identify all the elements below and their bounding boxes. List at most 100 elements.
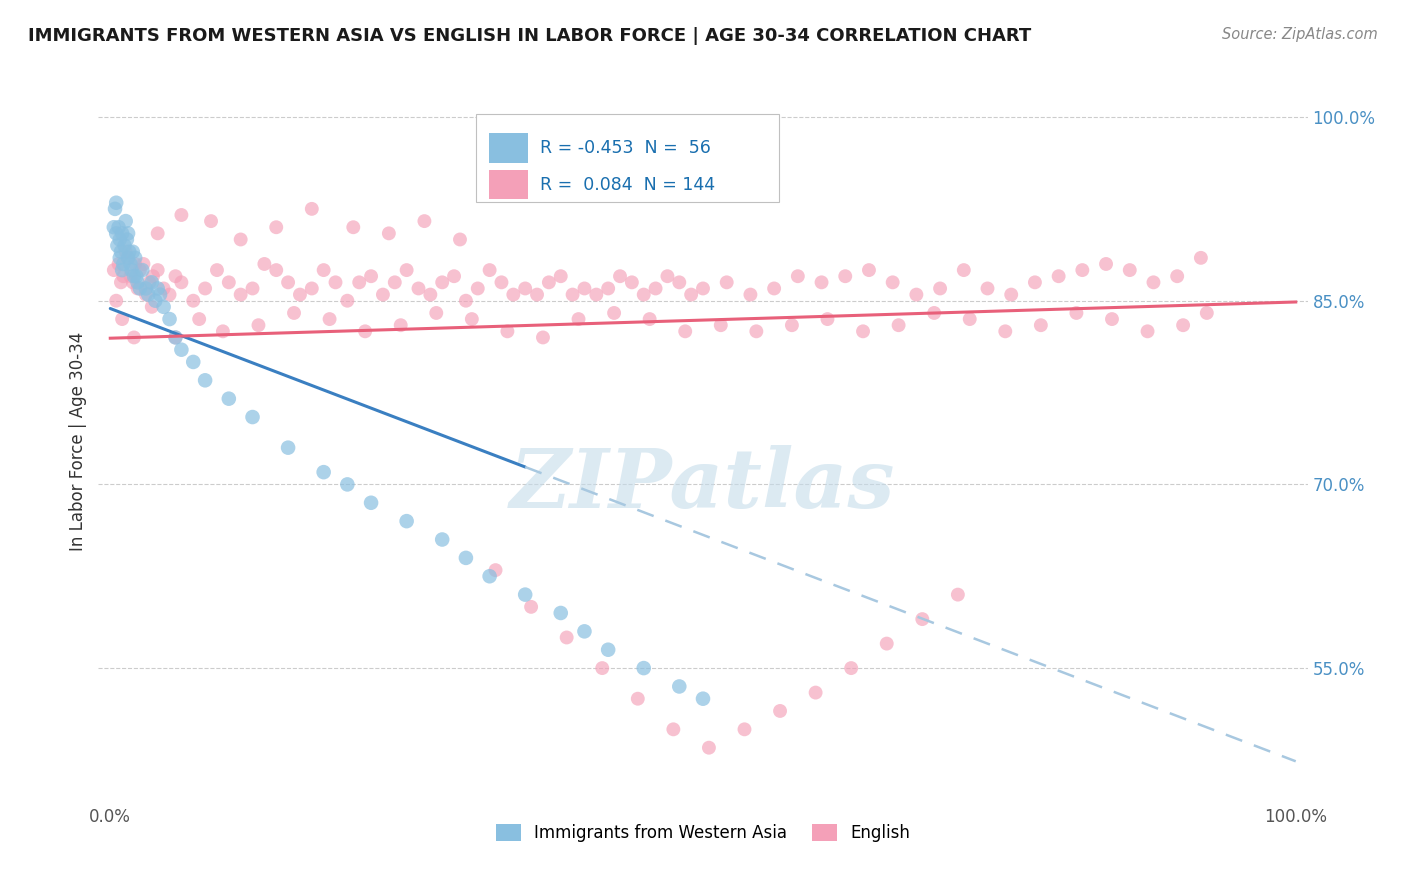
Point [347, 276, 370, 290]
Point [117, 251, 139, 265]
Point [165, 330, 187, 344]
Point [112, 257, 135, 271]
Point [277, 276, 299, 290]
Point [181, 293, 204, 308]
Point [1066, 306, 1088, 320]
Point [467, 281, 489, 295]
Point [454, 293, 477, 308]
Point [882, 276, 904, 290]
Point [117, 251, 139, 265]
Point [620, 276, 643, 290]
Point [627, 691, 650, 706]
Point [1136, 324, 1159, 338]
Point [668, 680, 690, 694]
Point [152, 281, 174, 295]
Point [976, 281, 998, 295]
Point [561, 287, 583, 301]
Point [745, 324, 768, 338]
Point [127, 281, 149, 295]
Point [644, 281, 666, 295]
Point [121, 276, 143, 290]
Point [929, 281, 952, 295]
Legend: Immigrants from Western Asia, English: Immigrants from Western Asia, English [489, 817, 917, 848]
Point [115, 232, 138, 246]
Point [111, 263, 134, 277]
Point [103, 263, 125, 277]
Point [994, 324, 1017, 338]
Point [212, 324, 235, 338]
Point [146, 227, 169, 241]
Point [763, 281, 786, 295]
Point [371, 287, 394, 301]
FancyBboxPatch shape [489, 133, 527, 162]
Point [834, 269, 856, 284]
Point [389, 318, 412, 333]
Point [692, 691, 714, 706]
Point [360, 269, 382, 284]
Point [131, 263, 153, 277]
Point [959, 312, 981, 326]
Point [1101, 312, 1123, 326]
Point [312, 263, 335, 277]
Point [127, 276, 149, 290]
Point [531, 330, 554, 344]
Point [780, 318, 803, 333]
Point [135, 281, 157, 295]
Point [218, 276, 240, 290]
Point [121, 263, 143, 277]
Point [229, 232, 252, 246]
Point [342, 220, 364, 235]
Point [425, 306, 447, 320]
Point [413, 214, 436, 228]
Point [129, 281, 152, 295]
Point [181, 355, 204, 369]
Point [496, 324, 519, 338]
Text: R =  0.084  N = 144: R = 0.084 N = 144 [540, 176, 714, 194]
Point [110, 244, 132, 259]
Point [378, 227, 401, 241]
Point [810, 276, 832, 290]
Point [103, 220, 125, 235]
Point [229, 287, 252, 301]
Point [105, 195, 128, 210]
Point [478, 569, 501, 583]
Point [408, 281, 430, 295]
Point [318, 312, 340, 326]
Point [662, 723, 685, 737]
Point [395, 263, 418, 277]
Point [105, 293, 128, 308]
Point [692, 281, 714, 295]
Point [484, 563, 506, 577]
Point [129, 263, 152, 277]
Point [502, 287, 524, 301]
Text: Source: ZipAtlas.com: Source: ZipAtlas.com [1222, 27, 1378, 42]
Point [111, 227, 134, 241]
Point [1119, 263, 1142, 277]
FancyBboxPatch shape [489, 169, 527, 199]
Point [325, 276, 347, 290]
Point [710, 318, 733, 333]
Point [716, 276, 738, 290]
Point [120, 269, 142, 284]
Point [107, 257, 129, 271]
Point [170, 276, 193, 290]
Point [734, 723, 756, 737]
Point [360, 496, 382, 510]
Point [922, 306, 945, 320]
Point [170, 343, 193, 357]
Point [905, 287, 928, 301]
Point [1195, 306, 1218, 320]
Point [478, 263, 501, 277]
Point [526, 287, 548, 301]
Point [114, 244, 136, 259]
Point [550, 269, 572, 284]
Point [598, 281, 620, 295]
Point [1171, 318, 1194, 333]
Point [491, 276, 513, 290]
Point [165, 269, 187, 284]
Point [585, 287, 607, 301]
Point [887, 318, 910, 333]
Point [633, 661, 655, 675]
Point [598, 642, 620, 657]
Point [952, 263, 974, 277]
